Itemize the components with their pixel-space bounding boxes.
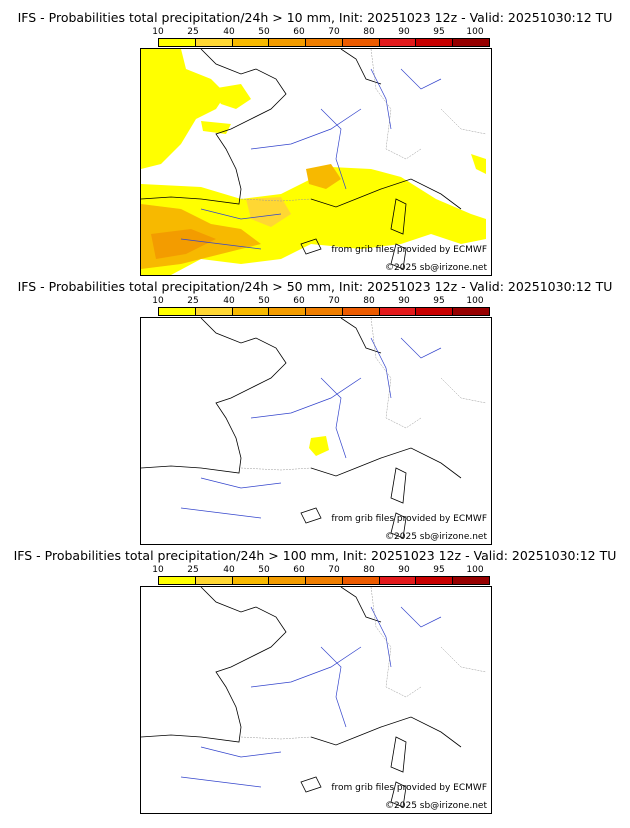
colorbar-swatch — [269, 39, 307, 46]
colorbar-label: 25 — [187, 27, 199, 37]
colorbar — [158, 307, 490, 316]
colorbar-swatch — [269, 577, 307, 584]
colorbar-swatch — [306, 308, 343, 315]
colorbar-label: 100 — [466, 27, 484, 37]
colorbar-swatch — [342, 39, 380, 46]
colorbar-swatch — [159, 577, 196, 584]
borders — [240, 49, 487, 202]
colorbar-label: 80 — [363, 27, 375, 37]
colorbar-label: 95 — [433, 27, 445, 37]
map-canvas — [141, 587, 487, 808]
colorbar-swatch — [453, 577, 490, 584]
colorbar-label: 80 — [363, 296, 375, 306]
colorbar-labels: 10 25 40 50 60 70 80 90 95 100 — [150, 296, 490, 308]
colorbar-label: 95 — [433, 296, 445, 306]
map-canvas — [141, 49, 487, 275]
borders — [240, 587, 487, 740]
colorbar-swatch — [232, 308, 270, 315]
colorbar-swatch — [416, 577, 454, 584]
forecast-panel-50mm: IFS - Probabilities total precipitation/… — [0, 279, 630, 549]
colorbar-swatch — [232, 39, 270, 46]
source-credit: from grib files provided by ECMWF — [331, 783, 487, 793]
colorbar-swatch — [416, 39, 454, 46]
colorbar-swatch — [379, 308, 417, 315]
rivers — [180, 606, 442, 788]
precip-map: from grib files provided by ECMWF ©2025 … — [140, 317, 492, 545]
colorbar-label: 100 — [466, 296, 484, 306]
panel-title: IFS - Probabilities total precipitation/… — [17, 279, 613, 294]
borders — [240, 318, 487, 471]
colorbar-label: 10 — [152, 565, 164, 575]
precip-field — [309, 436, 329, 456]
forecast-panel-10mm: IFS - Probabilities total precipitation/… — [0, 10, 630, 280]
colorbar-swatch — [453, 308, 490, 315]
colorbar-label: 40 — [223, 27, 235, 37]
colorbar-label: 25 — [187, 296, 199, 306]
colorbar-label: 70 — [328, 296, 340, 306]
colorbar-label: 40 — [223, 296, 235, 306]
colorbar-swatch — [195, 308, 233, 315]
copyright-credit: ©2025 sb@irizone.net — [385, 532, 487, 542]
colorbar-labels: 10 25 40 50 60 70 80 90 95 100 — [150, 27, 490, 39]
precip-map: from grib files provided by ECMWF ©2025 … — [140, 48, 492, 276]
colorbar-label: 10 — [152, 296, 164, 306]
colorbar-labels: 10 25 40 50 60 70 80 90 95 100 — [150, 565, 490, 577]
colorbar-label: 80 — [363, 565, 375, 575]
colorbar-swatch — [379, 39, 417, 46]
colorbar-swatch — [379, 577, 417, 584]
colorbar-swatch — [342, 308, 380, 315]
coastline — [141, 49, 462, 270]
colorbar-swatch — [159, 39, 196, 46]
colorbar-swatch — [306, 39, 343, 46]
precip-map: from grib files provided by ECMWF ©2025 … — [140, 586, 492, 814]
rivers — [180, 68, 442, 250]
colorbar-label: 50 — [258, 27, 270, 37]
colorbar-swatch — [306, 577, 343, 584]
colorbar-label: 70 — [328, 27, 340, 37]
colorbar-swatch — [416, 308, 454, 315]
colorbar-label: 90 — [398, 565, 410, 575]
source-credit: from grib files provided by ECMWF — [331, 245, 487, 255]
colorbar-swatch — [195, 39, 233, 46]
colorbar-label: 90 — [398, 296, 410, 306]
colorbar-label: 70 — [328, 565, 340, 575]
colorbar-label: 40 — [223, 565, 235, 575]
colorbar-swatch — [195, 577, 233, 584]
colorbar-label: 50 — [258, 296, 270, 306]
forecast-panel-100mm: IFS - Probabilities total precipitation/… — [0, 548, 630, 818]
colorbar-swatch — [269, 308, 307, 315]
colorbar-label: 100 — [466, 565, 484, 575]
coastline — [141, 318, 462, 539]
colorbar-label: 60 — [293, 296, 305, 306]
colorbar-label: 50 — [258, 565, 270, 575]
colorbar-label: 60 — [293, 565, 305, 575]
colorbar — [158, 38, 490, 47]
copyright-credit: ©2025 sb@irizone.net — [385, 263, 487, 273]
colorbar-label: 95 — [433, 565, 445, 575]
source-credit: from grib files provided by ECMWF — [331, 514, 487, 524]
colorbar-label: 25 — [187, 565, 199, 575]
colorbar-label: 10 — [152, 27, 164, 37]
copyright-credit: ©2025 sb@irizone.net — [385, 801, 487, 811]
precip-field — [141, 49, 486, 275]
colorbar-swatch — [453, 39, 490, 46]
colorbar-swatch — [159, 308, 196, 315]
map-canvas — [141, 318, 487, 539]
panel-title: IFS - Probabilities total precipitation/… — [17, 10, 613, 25]
colorbar-label: 90 — [398, 27, 410, 37]
panel-title: IFS - Probabilities total precipitation/… — [13, 548, 617, 563]
colorbar-swatch — [342, 577, 380, 584]
colorbar-label: 60 — [293, 27, 305, 37]
colorbar-swatch — [232, 577, 270, 584]
colorbar — [158, 576, 490, 585]
rivers — [180, 337, 442, 519]
coastline — [141, 587, 462, 808]
